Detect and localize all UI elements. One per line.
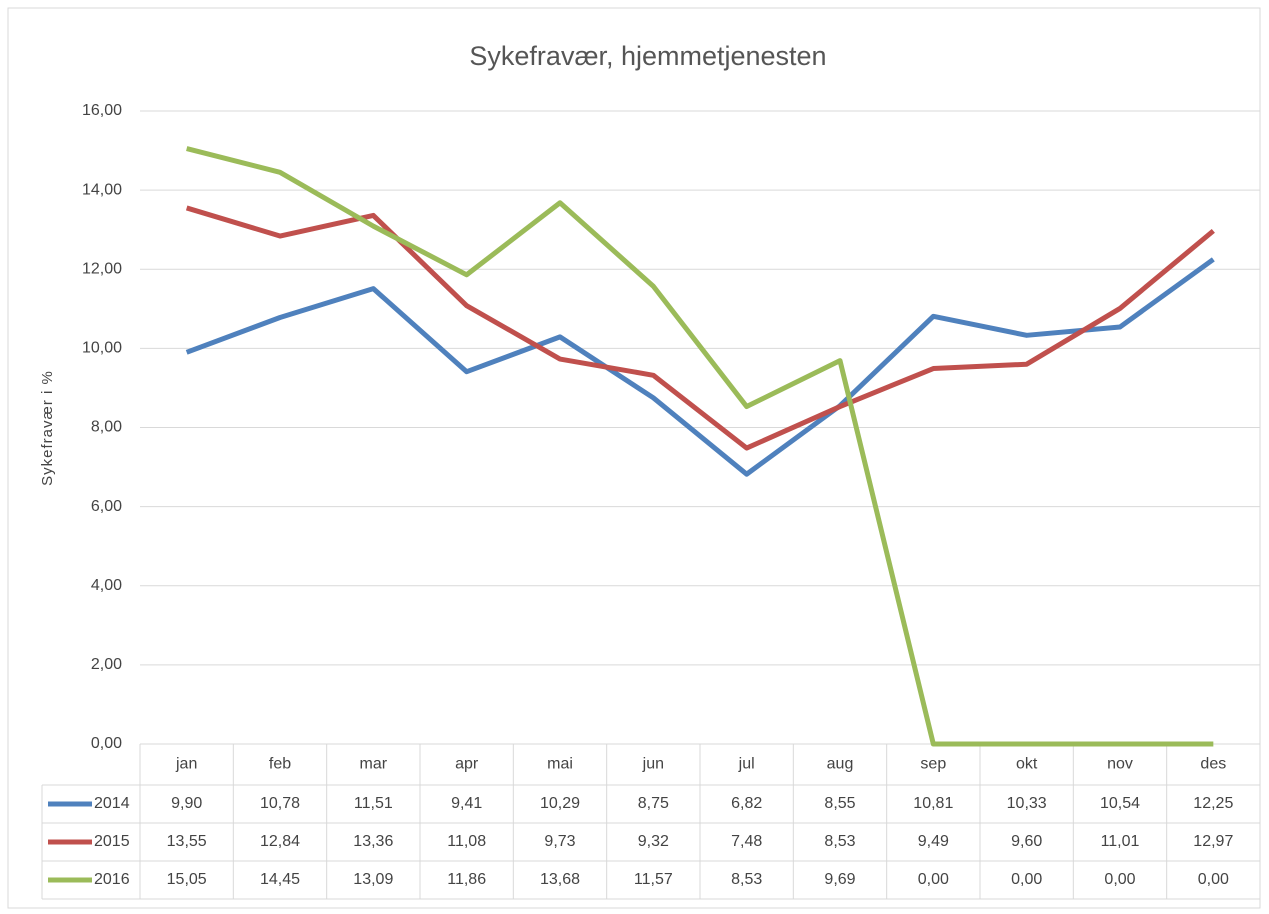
- x-tick-label: jan: [175, 756, 197, 773]
- x-tick-label: okt: [1016, 756, 1038, 773]
- table-value: 13,55: [167, 833, 207, 850]
- x-tick-label: aug: [827, 756, 854, 773]
- series-line: [186, 146, 1214, 747]
- table-value: 0,00: [1198, 871, 1229, 888]
- y-tick-label: 12,00: [82, 260, 122, 277]
- table-value: 8,75: [638, 795, 669, 812]
- table-value: 10,54: [1100, 795, 1140, 812]
- table-value: 9,41: [451, 795, 482, 812]
- table-value: 11,57: [634, 871, 673, 888]
- table-value: 9,73: [544, 833, 575, 850]
- y-tick-label: 0,00: [91, 735, 122, 752]
- x-tick-label: sep: [920, 756, 946, 773]
- table-value: 10,33: [1007, 795, 1047, 812]
- legend-label: 2014: [94, 795, 130, 812]
- chart-border: [7, 7, 1261, 909]
- table-value: 11,51: [354, 795, 393, 812]
- table-value: 15,05: [167, 871, 207, 888]
- x-tick-label: apr: [455, 756, 479, 773]
- series-line: [185, 257, 1215, 477]
- table-value: 9,90: [171, 795, 202, 812]
- table-value: 7,48: [731, 833, 762, 850]
- table-value: 9,49: [918, 833, 949, 850]
- y-axis-label: Sykefravær i %: [39, 370, 56, 486]
- x-tick-label: des: [1200, 756, 1226, 773]
- table-value: 9,69: [824, 871, 855, 888]
- table-value: 9,32: [638, 833, 669, 850]
- table-value: 10,81: [913, 795, 953, 812]
- x-tick-label: nov: [1107, 756, 1133, 773]
- y-tick-label: 10,00: [82, 340, 122, 357]
- y-tick-label: 16,00: [82, 102, 122, 119]
- x-tick-label: mai: [547, 756, 573, 773]
- chart-title: Sykefravær, hjemmetjenesten: [469, 41, 826, 71]
- x-tick-label: feb: [269, 756, 291, 773]
- table-value: 11,08: [447, 833, 486, 850]
- y-tick-label: 8,00: [91, 419, 122, 436]
- y-tick-label: 6,00: [91, 498, 122, 515]
- table-value: 11,86: [447, 871, 486, 888]
- table-value: 9,60: [1011, 833, 1042, 850]
- table-value: 0,00: [1104, 871, 1135, 888]
- table-value: 11,01: [1101, 833, 1140, 850]
- table-value: 12,84: [260, 833, 300, 850]
- table-value: 14,45: [260, 871, 300, 888]
- x-tick-label: mar: [360, 756, 388, 773]
- table-value: 12,25: [1193, 795, 1233, 812]
- table-value: 8,55: [824, 795, 855, 812]
- y-tick-label: 4,00: [91, 577, 122, 594]
- legend-label: 2015: [94, 833, 130, 850]
- table-value: 12,97: [1193, 833, 1233, 850]
- table-value: 13,68: [540, 871, 580, 888]
- table-value: 13,09: [353, 871, 393, 888]
- y-tick-label: 2,00: [91, 656, 122, 673]
- table-value: 13,36: [353, 833, 393, 850]
- table-value: 10,29: [540, 795, 580, 812]
- table-value: 0,00: [918, 871, 949, 888]
- table-value: 8,53: [824, 833, 855, 850]
- legend-label: 2016: [94, 871, 130, 888]
- table-value: 0,00: [1011, 871, 1042, 888]
- table-value: 10,78: [260, 795, 300, 812]
- y-tick-label: 14,00: [82, 181, 122, 198]
- table-value: 8,53: [731, 871, 762, 888]
- table-value: 6,82: [731, 795, 762, 812]
- x-tick-label: jun: [642, 756, 664, 773]
- x-tick-label: jul: [738, 756, 755, 773]
